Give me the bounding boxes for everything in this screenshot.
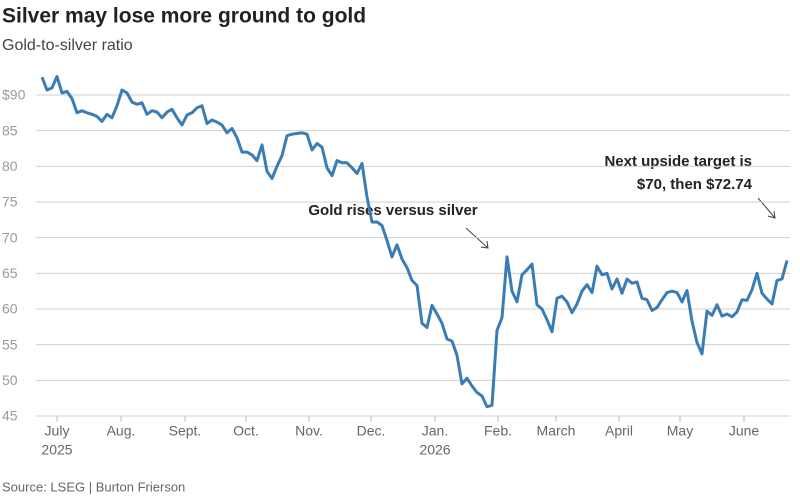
x-tick-label: May [667, 423, 693, 439]
line-series [40, 75, 789, 409]
y-tick-label: 50 [2, 372, 18, 388]
x-tick-label: Oct. [233, 423, 259, 439]
x-tick-label: March [537, 423, 576, 439]
y-tick-label: 80 [2, 158, 18, 174]
x-tick-label: June [729, 423, 760, 439]
chart-title: Silver may lose more ground to gold [2, 5, 366, 28]
source: Source: LSEG | Burton Frierson [2, 479, 185, 494]
y-tick-label: 45 [2, 408, 18, 424]
x-tick-label: Nov. [295, 423, 323, 439]
x-tick-year: 2026 [419, 442, 450, 458]
x-tick-label: April [605, 423, 633, 439]
y-tick-label: 85 [2, 122, 18, 138]
y-tick-label: 65 [2, 265, 18, 281]
chart-subtitle: Gold-to-silver ratio [2, 37, 133, 54]
x-tick-label: Dec. [357, 423, 386, 439]
arrow [757, 197, 776, 219]
x-tick-label: Feb. [484, 423, 512, 439]
annotation: $70, then $72.74 [637, 176, 753, 193]
x-tick-label: July [45, 423, 70, 439]
x-tick-year: 2025 [41, 442, 72, 458]
x-tick-label: Sept. [169, 423, 202, 439]
y-tick-label: 60 [2, 301, 18, 317]
arrows [465, 197, 776, 249]
y-tick-label: 75 [2, 194, 18, 210]
x-tick-label: Jan. [422, 423, 448, 439]
y-tick-label: 70 [2, 229, 18, 245]
annotation: Gold rises versus silver [308, 202, 477, 219]
x-tick-label: Aug. [107, 423, 136, 439]
y-tick-label: 55 [2, 336, 18, 352]
annotation: Next upside target is [604, 153, 752, 170]
y-tick-label: $90 [2, 87, 26, 103]
